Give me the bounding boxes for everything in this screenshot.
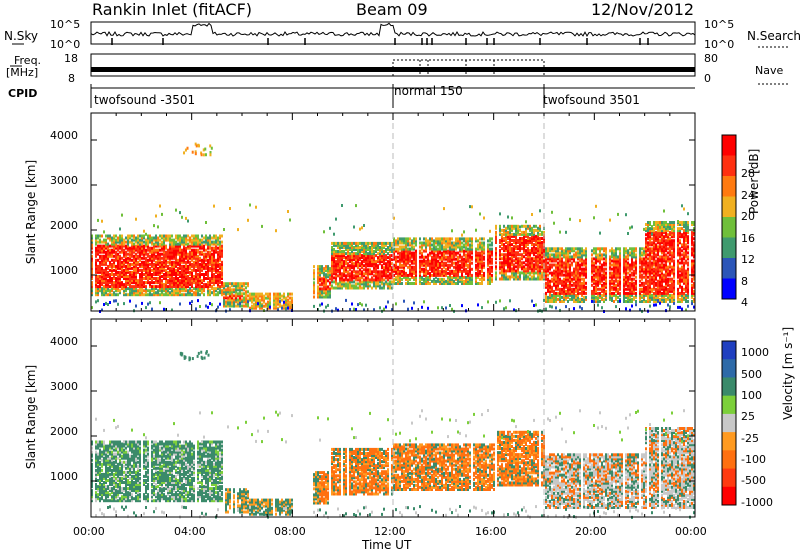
velocity-cb-tick-100: 100 xyxy=(741,389,762,402)
cpid-segment-3: twofsound 3501 xyxy=(543,93,640,107)
velocity-colorbar-seg-1 xyxy=(722,359,736,378)
power-cb-tick-8: 8 xyxy=(741,275,748,288)
power-colorbar-seg-1 xyxy=(722,155,736,177)
cpid-label: CPID xyxy=(8,87,38,100)
freq-label: Freq. xyxy=(14,54,42,67)
date-title: 12/Nov/2012 xyxy=(591,0,695,19)
velocity-y-tick-4000: 4000 xyxy=(50,335,78,348)
power-y-tick-3000: 3000 xyxy=(50,174,78,187)
x-axis-label: Time UT xyxy=(362,538,412,552)
power-cb-tick-20: 20 xyxy=(741,210,755,223)
velocity-colorbar-seg-5 xyxy=(722,432,736,451)
velocity-cb-tick-neg100: -100 xyxy=(741,453,766,466)
power-colorbar-frame xyxy=(721,134,737,300)
freq-tick-low: 8 xyxy=(68,72,75,85)
cpid-segment-1: twofsound -3501 xyxy=(94,93,196,107)
velocity-colorbar-seg-2 xyxy=(722,377,736,397)
velocity-cb-tick-500: 500 xyxy=(741,368,762,381)
power-colorbar-seg-5 xyxy=(722,237,736,259)
freq-tick-high: 18 xyxy=(64,52,78,65)
x-tick-1600: 16:00 xyxy=(475,525,507,538)
nave-trace xyxy=(392,59,545,76)
nsky-label: N.Sky xyxy=(4,29,39,43)
velocity-colorbar-label: Velocity [m s⁻¹] xyxy=(781,326,795,420)
data-layer xyxy=(90,22,696,519)
velocity-colorbar-seg-0 xyxy=(722,341,736,360)
velocity-colorbar-frame xyxy=(721,340,737,506)
velocity-colorbar-seg-6 xyxy=(722,450,736,470)
power-cb-tick-12: 12 xyxy=(741,253,755,266)
velocity-cb-tick-neg1000: -1000 xyxy=(741,496,773,509)
station-title: Rankin Inlet (fitACF) xyxy=(92,0,253,19)
noise-panel-frame xyxy=(90,21,696,45)
y-axis-label-velocity: Slant Range [km] xyxy=(24,364,39,470)
x-tick-0800: 08:00 xyxy=(274,525,306,538)
freq-panel-frame xyxy=(90,53,696,77)
x-tick-0000: 00:00 xyxy=(73,525,105,538)
x-tick-1200: 12:00 xyxy=(374,525,406,538)
velocity-cb-tick-25: 25 xyxy=(741,410,755,423)
x-tick-end: 00:00 xyxy=(675,525,707,538)
noise-tick-low-right: 10^0 xyxy=(704,38,735,51)
velocity-colorbar-seg-4 xyxy=(722,413,736,433)
power-colorbar-seg-6 xyxy=(722,258,736,279)
velocity-colorbar-seg-3 xyxy=(722,395,736,415)
power-y-tick-1000: 1000 xyxy=(50,264,78,277)
noise-tick-high-left: 10^5 xyxy=(50,18,81,31)
velocity-y-tick-2000: 2000 xyxy=(50,425,78,438)
x-tick-0400: 04:00 xyxy=(174,525,206,538)
noise-tick-high-right: 10^5 xyxy=(704,18,735,31)
power-cb-tick-4: 4 xyxy=(741,296,748,309)
nsky-trace xyxy=(90,22,696,38)
power-colorbar-seg-2 xyxy=(722,176,736,197)
freq-trace xyxy=(91,67,695,72)
power-cb-tick-16: 16 xyxy=(741,232,755,245)
cpid-segment-2: normal 150 xyxy=(394,84,463,98)
velocity-cells xyxy=(91,350,695,519)
velocity-y-tick-3000: 3000 xyxy=(50,380,78,393)
nave-tick-high: 80 xyxy=(704,52,718,65)
nsearch-label: N.Search xyxy=(747,29,800,43)
power-colorbar-seg-7 xyxy=(722,278,736,300)
power-cells xyxy=(91,142,695,313)
power-cb-tick-24: 24 xyxy=(741,189,755,202)
nave-tick-low: 0 xyxy=(704,72,711,85)
velocity-cb-tick-1000: 1000 xyxy=(741,346,769,359)
beam-title: Beam 09 xyxy=(356,0,428,19)
velocity-cb-tick-neg500: -500 xyxy=(741,474,766,487)
nave-label: Nave xyxy=(755,64,784,77)
power-cb-tick-28: 28 xyxy=(741,167,755,180)
velocity-y-tick-1000: 1000 xyxy=(50,470,78,483)
power-y-tick-2000: 2000 xyxy=(50,219,78,232)
y-axis-label-power: Slant Range [km] xyxy=(24,159,39,265)
power-colorbar-seg-3 xyxy=(722,196,736,218)
power-colorbar-seg-0 xyxy=(722,135,736,156)
power-colorbar-seg-4 xyxy=(722,217,736,238)
velocity-colorbar-seg-8 xyxy=(722,486,736,506)
power-colorbar-label: Power [dB] xyxy=(747,148,761,214)
noise-tick-low-left: 10^0 xyxy=(50,38,81,51)
velocity-cb-tick-neg25: -25 xyxy=(741,432,759,445)
power-y-tick-4000: 4000 xyxy=(50,129,78,142)
freq-unit-label: [MHz] xyxy=(6,66,39,79)
x-tick-2000: 20:00 xyxy=(575,525,607,538)
velocity-colorbar-seg-7 xyxy=(722,468,736,488)
